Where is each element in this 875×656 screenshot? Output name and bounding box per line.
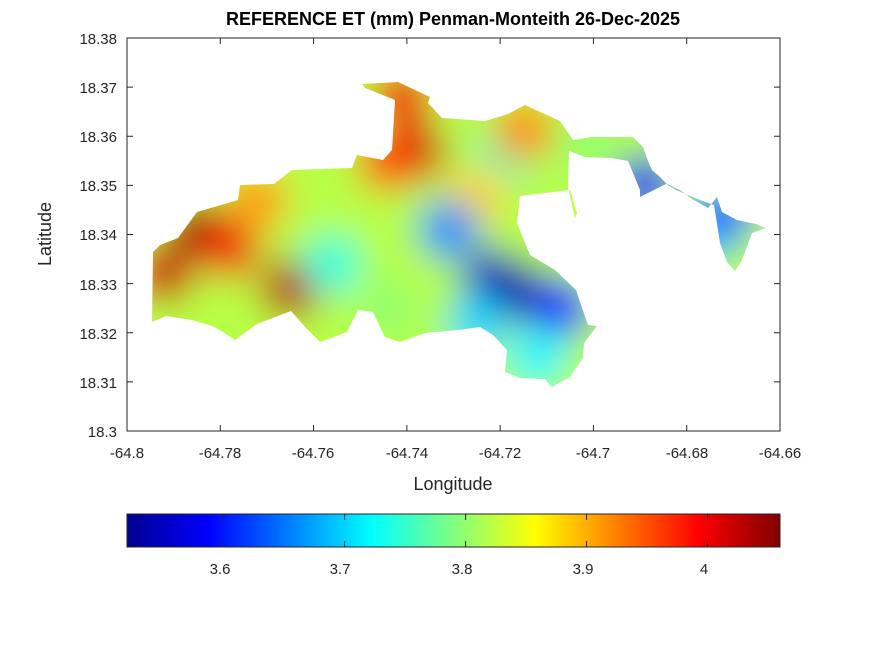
x-axis: -64.8 -64.78 -64.76 -64.74 -64.72 -64.7 … bbox=[110, 445, 801, 494]
colorbar-tick-label: 3.7 bbox=[330, 561, 351, 578]
y-tick-label: 18.34 bbox=[79, 227, 117, 244]
y-tick-label: 18.3 bbox=[88, 424, 117, 441]
y-tick-label: 18.32 bbox=[79, 326, 117, 343]
x-tick-label: -64.76 bbox=[292, 445, 335, 462]
y-tick-label: 18.38 bbox=[79, 31, 117, 48]
field-point bbox=[530, 278, 591, 339]
y-tick-label: 18.33 bbox=[79, 277, 117, 294]
x-tick-label: -64.8 bbox=[110, 445, 144, 462]
colorbar-tick-label: 3.9 bbox=[573, 561, 594, 578]
chart-title: REFERENCE ET (mm) Penman-Monteith 26-Dec… bbox=[226, 9, 680, 29]
y-tick-label: 18.37 bbox=[79, 80, 117, 97]
x-tick-label: -64.78 bbox=[199, 445, 242, 462]
x-tick-label: -64.74 bbox=[386, 445, 429, 462]
field-point bbox=[227, 170, 288, 231]
y-tick-label: 18.36 bbox=[79, 129, 117, 146]
field-point bbox=[493, 101, 554, 162]
y-tick-label: 18.31 bbox=[79, 375, 117, 392]
y-tick-label: 18.35 bbox=[79, 178, 117, 195]
x-tick-label: -64.68 bbox=[666, 445, 709, 462]
axis-tick-marks bbox=[126, 37, 781, 432]
colorbar-tick-label: 3.6 bbox=[210, 561, 231, 578]
y-axis-label: Latitude bbox=[35, 202, 55, 266]
x-tick-label: -64.7 bbox=[576, 445, 610, 462]
colorbar-tick-label: 4 bbox=[700, 561, 708, 578]
y-axis: 18.3 18.31 18.32 18.33 18.34 18.35 18.36… bbox=[35, 31, 117, 441]
colorbar: 3.6 3.7 3.8 3.9 4 bbox=[126, 513, 781, 578]
field-point bbox=[507, 327, 568, 387]
field-point bbox=[199, 219, 260, 280]
colorbar-tick-marks bbox=[223, 514, 708, 547]
field-point bbox=[302, 233, 363, 294]
field-point bbox=[418, 199, 479, 260]
x-tick-label: -64.72 bbox=[479, 445, 522, 462]
field-point bbox=[152, 243, 195, 304]
x-axis-label: Longitude bbox=[413, 474, 492, 494]
colorbar-tick-label: 3.8 bbox=[452, 561, 473, 578]
colorbar-gradient bbox=[126, 513, 781, 548]
x-tick-label: -64.66 bbox=[759, 445, 802, 462]
